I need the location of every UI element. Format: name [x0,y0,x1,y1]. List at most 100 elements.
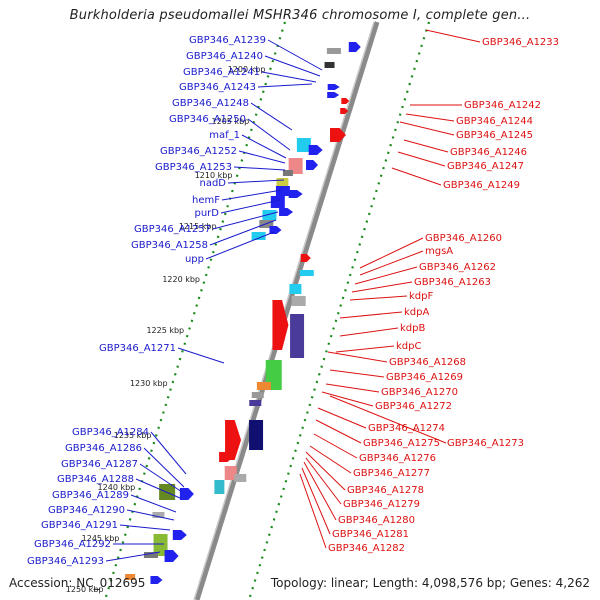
gene-label-right[interactable]: GBP346_A1268 [389,357,466,368]
gene-label-right[interactable]: GBP346_A1272 [375,401,452,412]
gene-label-right[interactable]: GBP346_A1274 [368,423,445,434]
gene-feature[interactable] [276,178,289,186]
gene-feature[interactable] [306,160,319,170]
gene-label-left[interactable]: GBP346_A1239 [189,35,266,46]
gene-feature[interactable] [272,300,289,350]
gene-feature[interactable] [327,92,340,98]
gene-feature[interactable] [279,208,294,216]
gene-feature[interactable] [348,42,361,52]
gene-label-left[interactable]: GBP346_A1250 [169,114,246,125]
gene-label-left[interactable]: GBP346_A1240 [186,51,263,62]
gene-feature[interactable] [269,226,282,234]
gene-label-left[interactable]: GBP346_A1287 [61,459,138,470]
gene-label-right[interactable]: kdpB [400,323,425,334]
gene-label-right[interactable]: GBP346_A1273 [447,438,524,449]
gene-label-right[interactable]: kdpF [409,291,433,302]
gene-label-left[interactable]: GBP346_A1288 [57,474,134,485]
gene-label-right[interactable]: GBP346_A1233 [482,37,559,48]
gene-label-left[interactable]: GBP346_A1271 [99,343,176,354]
gene-feature[interactable] [249,400,262,406]
gene-label-left[interactable]: GBP346_A1252 [160,146,237,157]
gene-label-left[interactable]: hemF [192,195,220,206]
gene-feature[interactable] [296,138,311,152]
gene-label-left[interactable]: GBP346_A1241 [183,67,260,78]
gene-label-right[interactable]: GBP346_A1282 [328,543,405,554]
gene-feature[interactable] [299,270,314,276]
gene-label-right[interactable]: GBP346_A1262 [419,262,496,273]
gene-label-right[interactable]: GBP346_A1280 [338,515,415,526]
gene-label-right[interactable]: GBP346_A1269 [386,372,463,383]
gene-label-right[interactable]: GBP346_A1281 [332,529,409,540]
gene-feature[interactable] [251,392,264,398]
scale-tick-label: 1245 kbp [82,534,120,543]
gene-feature[interactable] [256,382,271,390]
gene-feature[interactable] [225,420,242,460]
gene-label-left[interactable]: nadD [199,178,226,189]
gene-label-left[interactable]: GBP346_A1253 [155,162,232,173]
gene-feature[interactable] [219,452,234,462]
gene-label-right[interactable]: GBP346_A1276 [359,453,436,464]
gene-label-left[interactable]: GBP346_A1291 [41,520,118,531]
gene-label-left[interactable]: GBP346_A1290 [48,505,125,516]
gene-label-left[interactable]: upp [185,254,204,265]
gene-feature[interactable] [262,210,277,220]
gene-feature[interactable] [270,196,285,208]
gene-label-left[interactable]: GBP346_A1286 [65,443,142,454]
gene-feature[interactable] [282,170,293,176]
gene-feature[interactable] [179,488,194,500]
gene-label-left[interactable]: purD [195,208,220,219]
gene-label-left[interactable]: GBP346_A1258 [131,240,208,251]
gene-label-right[interactable]: GBP346_A1277 [353,468,430,479]
gene-feature[interactable] [288,190,303,198]
gene-label-right[interactable]: kdpA [404,307,429,318]
gene-label-right[interactable]: GBP346_A1279 [343,499,420,510]
gene-label-left[interactable]: GBP346_A1248 [172,98,249,109]
gene-feature[interactable] [324,62,335,68]
gene-label-left[interactable]: GBP346_A1293 [27,556,104,567]
gene-feature[interactable] [340,108,349,114]
gene-feature[interactable] [290,314,305,358]
gene-feature[interactable] [300,254,311,262]
gene-feature[interactable] [224,466,237,480]
gene-feature[interactable] [143,552,158,558]
scale-tick-label: 1200 kbp [228,65,266,74]
gene-label-left[interactable]: GBP346_A1243 [179,82,256,93]
gene-feature[interactable] [308,145,323,155]
gene-label-left[interactable]: GBP346_A1284 [72,427,149,438]
gene-feature[interactable] [289,284,302,294]
gene-feature[interactable] [164,550,179,562]
gene-label-right[interactable]: GBP346_A1246 [450,147,527,158]
gene-feature[interactable] [329,128,346,142]
gene-feature[interactable] [152,512,165,518]
gene-label-right[interactable]: GBP346_A1247 [447,161,524,172]
gene-feature[interactable] [327,84,340,90]
gene-feature[interactable] [172,530,187,540]
gene-feature[interactable] [341,98,350,104]
gene-label-left[interactable]: maf_1 [209,130,240,141]
gene-label-left[interactable]: GBP346_A1289 [52,490,129,501]
gene-feature[interactable] [150,576,163,584]
gene-feature[interactable] [326,48,341,54]
gene-label-right[interactable]: GBP346_A1249 [443,180,520,191]
gene-feature[interactable] [125,574,136,580]
gene-feature[interactable] [251,232,266,240]
gene-label-right[interactable]: GBP346_A1263 [414,277,491,288]
gene-label-right[interactable]: GBP346_A1244 [456,116,533,127]
gene-label-right[interactable]: GBP346_A1242 [464,100,541,111]
gene-label-left[interactable]: GBP346_A1257 [134,224,211,235]
gene-feature[interactable] [234,474,247,482]
gene-label-right[interactable]: GBP346_A1275 [363,438,440,449]
gene-feature[interactable] [153,534,168,556]
gene-label-right[interactable]: GBP346_A1270 [381,387,458,398]
gene-feature[interactable] [214,480,225,494]
gene-label-right[interactable]: mgsA [425,246,453,257]
gene-feature[interactable] [249,420,264,450]
gene-feature[interactable] [291,296,306,306]
gene-label-right[interactable]: GBP346_A1278 [347,485,424,496]
label-connector [339,311,403,319]
gene-label-left[interactable]: GBP346_A1292 [34,539,111,550]
gene-label-right[interactable]: GBP346_A1245 [456,130,533,141]
gene-label-right[interactable]: GBP346_A1260 [425,233,502,244]
gene-feature[interactable] [275,186,290,196]
gene-label-right[interactable]: kdpC [396,341,421,352]
